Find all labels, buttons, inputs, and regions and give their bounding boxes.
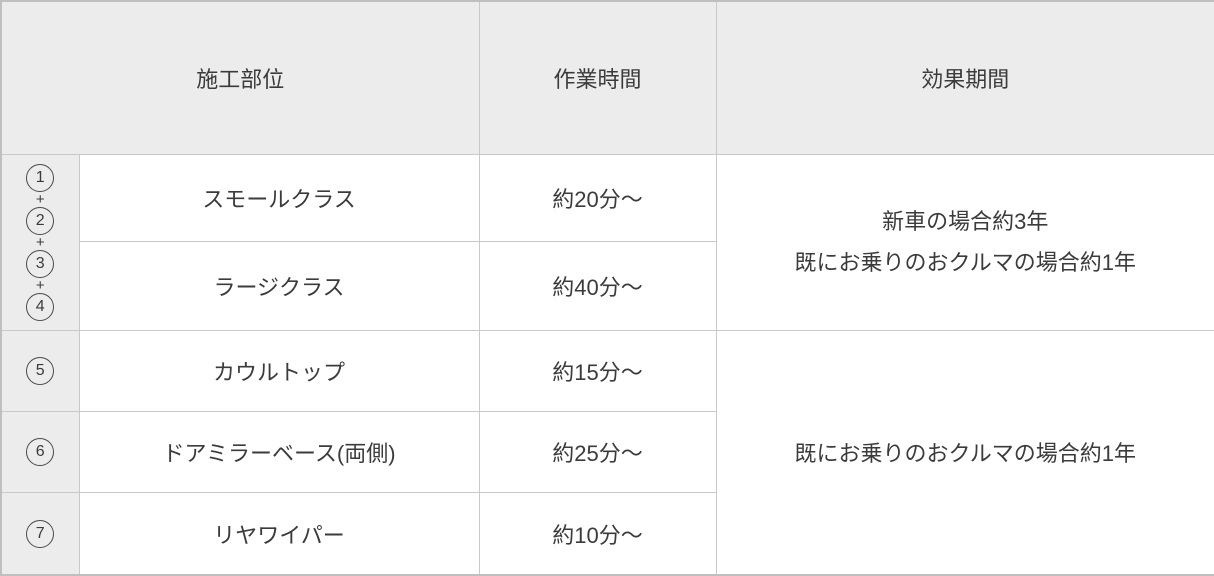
cell-time-large-class: 約40分〜 xyxy=(478,241,717,331)
cell-effect-group1: 新車の場合約3年 既にお乗りのおクルマの場合約1年 xyxy=(715,154,1214,331)
row-group1-numbers: 1 + 2 + 3 + 4 xyxy=(0,154,80,331)
header-time: 作業時間 xyxy=(478,0,717,156)
header-part: 施工部位 xyxy=(0,0,480,156)
cell-part-cowl-top: カウルトップ xyxy=(78,329,480,412)
circled-number-5-icon: 5 xyxy=(26,356,55,385)
cell-time-cowl-top: 約15分〜 xyxy=(478,329,717,412)
table-row: 7 リヤワイパー 約10分〜 xyxy=(0,492,1214,576)
table-row: 5 カウルトップ 約15分〜 既にお乗りのおクルマの場合約1年 xyxy=(0,329,1214,576)
cell-time-rear-wiper: 約10分〜 xyxy=(478,492,717,576)
plus-separator: + xyxy=(35,276,45,294)
row7-number: 7 xyxy=(0,492,80,576)
circled-number-1-icon: 1 xyxy=(26,163,55,192)
cell-time-small-class: 約20分〜 xyxy=(478,154,717,243)
table-row: 1 + 2 + 3 + 4 スモールクラス 約20分〜 新車の場合約3年 既にお… xyxy=(0,154,1214,331)
circled-number-stack: 1 + 2 + 3 + 4 xyxy=(2,163,79,321)
circled-number-2-icon: 2 xyxy=(26,206,55,235)
circled-number-6-icon: 6 xyxy=(26,438,55,467)
cell-part-small-class: スモールクラス xyxy=(78,154,480,243)
cell-effect-group2: 既にお乗りのおクルマの場合約1年 xyxy=(715,329,1214,576)
row6-number: 6 xyxy=(0,410,80,494)
plus-separator: + xyxy=(35,233,45,251)
effect-line-new-car: 新車の場合約3年 xyxy=(882,208,1049,234)
cell-part-large-class: ラージクラス xyxy=(78,241,480,331)
circled-number-4-icon: 4 xyxy=(26,292,55,321)
effect-line-used-car: 既にお乗りのおクルマの場合約1年 xyxy=(794,250,1137,276)
header-effect: 効果期間 xyxy=(715,0,1214,156)
table-row: ラージクラス 約40分〜 xyxy=(1,241,1214,331)
row5-number: 5 xyxy=(0,329,80,412)
cell-part-door-mirror-base: ドアミラーベース(両側) xyxy=(78,410,480,494)
table-header-row: 施工部位 作業時間 効果期間 xyxy=(0,0,1214,156)
plus-separator: + xyxy=(35,190,45,208)
circled-number-7-icon: 7 xyxy=(26,519,55,548)
circled-number-3-icon: 3 xyxy=(26,249,55,278)
cell-time-door-mirror-base: 約25分〜 xyxy=(478,410,717,494)
cell-part-rear-wiper: リヤワイパー xyxy=(78,492,480,576)
